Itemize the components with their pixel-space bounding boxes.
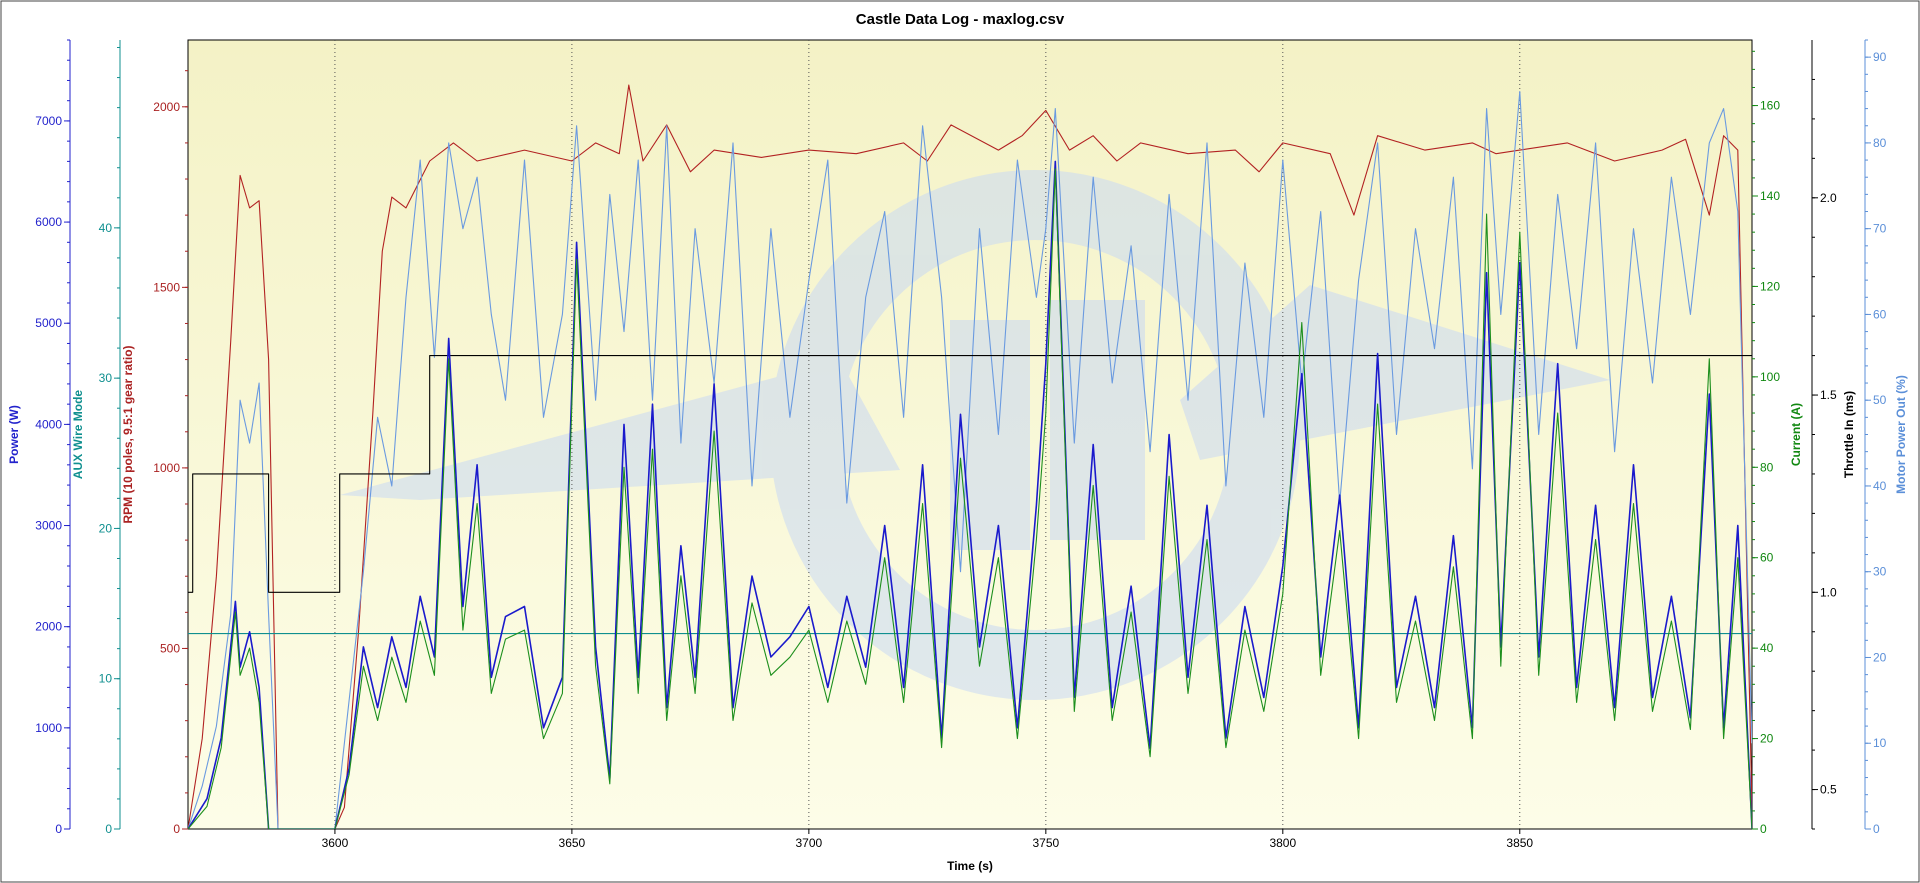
tick-label-current: 20: [1760, 732, 1774, 746]
axis-title-current: Current (A): [1789, 403, 1803, 466]
series-line-rpm: [188, 84, 1752, 829]
tick-label-throttle: 1.5: [1820, 388, 1837, 402]
tick-label-current: 120: [1760, 279, 1780, 293]
axis-motor: 0 10 20 30 40 50 60 70 80 90 Motor Power Out (%): [1864, 39, 1908, 836]
axis-title-power: Power (W): [7, 405, 21, 464]
series-line-current: [188, 168, 1752, 829]
tick-label-throttle: 1.0: [1820, 585, 1837, 599]
tick-label-current: 140: [1760, 189, 1780, 203]
tick-label-motor: 30: [1873, 565, 1887, 579]
tick-label-power: 0: [55, 822, 62, 836]
tick-label-aux: 0: [105, 822, 112, 836]
tick-label-motor: 60: [1873, 307, 1887, 321]
tick-label-power: 3000: [35, 519, 62, 533]
tick-label-rpm: 1500: [153, 280, 180, 294]
series-line-power: [188, 160, 1752, 829]
tick-label-power: 4000: [35, 417, 62, 431]
tick-label-motor: 50: [1873, 393, 1887, 407]
axis-rpm: 0 500 1000 1500 2000 RPM (10 poles, 9.5:1 gea…: [121, 70, 188, 836]
x-tick-label: 3700: [796, 836, 823, 850]
tick-label-power: 5000: [35, 316, 62, 330]
tick-label-aux: 30: [99, 371, 113, 385]
tick-label-current: 80: [1760, 460, 1774, 474]
x-tick-label: 3600: [322, 836, 349, 850]
watermark-logo: [340, 170, 1610, 700]
tick-label-current: 160: [1760, 99, 1780, 113]
series-layer: [188, 84, 1752, 829]
axes-layer: 3600 3650 3700 3750 3800 38500100020003000400…: [7, 39, 1908, 850]
tick-label-rpm: 2000: [153, 100, 180, 114]
tick-label-power: 6000: [35, 215, 62, 229]
tick-label-throttle: 0.5: [1820, 783, 1837, 797]
tick-label-power: 2000: [35, 620, 62, 634]
tick-label-current: 60: [1760, 551, 1774, 565]
x-tick-label: 3750: [1032, 836, 1059, 850]
tick-label-current: 0: [1760, 822, 1767, 836]
tick-label-current: 40: [1760, 641, 1774, 655]
axis-title-rpm: RPM (10 poles, 9.5:1 gear ratio): [121, 345, 135, 523]
axis-title-motor: Motor Power Out (%): [1894, 375, 1908, 494]
tick-label-motor: 90: [1873, 50, 1887, 64]
axis-power: 0 1000 2000 3000 4000 5000 6000 7000 Power (W): [7, 39, 71, 836]
tick-label-motor: 40: [1873, 479, 1887, 493]
tick-label-motor: 80: [1873, 136, 1887, 150]
tick-label-motor: 70: [1873, 222, 1887, 236]
tick-label-power: 1000: [35, 721, 62, 735]
axis-aux: 0 10 20 30 40 AUX Wire Mode: [71, 40, 121, 836]
tick-label-rpm: 1000: [153, 461, 180, 475]
tick-label-throttle: 2.0: [1820, 191, 1837, 205]
tick-label-motor: 20: [1873, 650, 1887, 664]
tick-label-aux: 40: [99, 221, 113, 235]
tick-label-current: 100: [1760, 370, 1780, 384]
tick-label-motor: 0: [1873, 822, 1880, 836]
x-tick-label: 3850: [1506, 836, 1533, 850]
series-line-motor: [188, 90, 1752, 829]
axis-current: 0 20 40 60 80 100 120 140 160 Current (A): [1752, 50, 1803, 836]
x-tick-label: 3650: [559, 836, 586, 850]
tick-label-rpm: 500: [160, 641, 180, 655]
tick-label-motor: 10: [1873, 736, 1887, 750]
x-tick-label: 3800: [1269, 836, 1296, 850]
axis-title-throttle: Throttle In (ms): [1842, 391, 1856, 478]
tick-label-aux: 20: [99, 521, 113, 535]
axis-throttle: 0.5 1.0 1.5 2.0 Throttle In (ms): [1811, 40, 1856, 830]
series-line-throttle: [188, 355, 1752, 593]
tick-label-power: 7000: [35, 114, 62, 128]
tick-label-aux: 10: [99, 672, 113, 686]
chart-title: Castle Data Log - maxlog.csv: [856, 11, 1065, 28]
x-axis-title: Time (s): [947, 859, 993, 873]
axis-title-aux: AUX Wire Mode: [71, 390, 85, 480]
tick-label-rpm: 0: [173, 822, 180, 836]
